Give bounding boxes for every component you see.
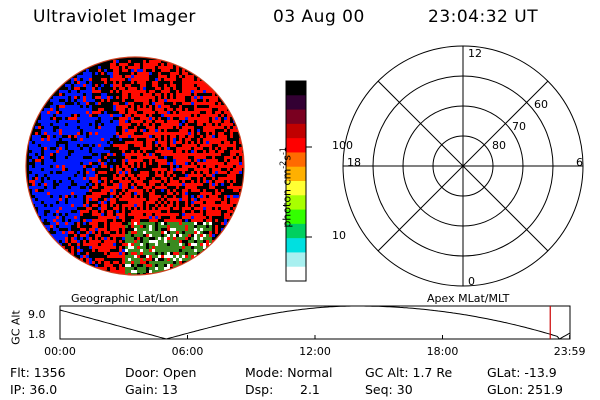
- info-seq: Seq: 30: [365, 382, 413, 397]
- colorbar-tick-10: 10: [332, 229, 346, 242]
- mlt-label-0: 0: [468, 275, 475, 288]
- colorbar-segment: [286, 138, 306, 153]
- colorbar-segment: [286, 81, 306, 96]
- colorbar-segment: [286, 195, 306, 211]
- colorbar-segment: [286, 109, 306, 125]
- lat-label-70: 70: [512, 120, 526, 133]
- info-gain: Gain: 13: [125, 382, 178, 397]
- colorbar-segment: [286, 266, 306, 282]
- info-dsp-value: 2.1: [300, 382, 320, 397]
- earth-limb: [25, 56, 245, 276]
- orbit-x-tick-label: 12:00: [299, 345, 331, 358]
- instrument-title: Ultraviolet Imager: [33, 7, 196, 27]
- orbit-y-tick-top: 9.0: [28, 308, 46, 321]
- orbit-x-tick-label: 18:00: [426, 345, 459, 358]
- colorbar-segment: [286, 181, 306, 196]
- info-glon: GLon: 251.9: [487, 382, 563, 397]
- lat-label-80: 80: [492, 139, 506, 152]
- orbit-right-label: Apex MLat/MLT: [427, 292, 510, 305]
- orbit-altitude-curve: [59, 305, 571, 340]
- colorbar-segment: [286, 209, 306, 225]
- orbit-plot-frame: [59, 305, 571, 340]
- observation-time: 23:04:32 UT: [428, 7, 539, 27]
- colorbar-segment: [286, 95, 306, 111]
- info-flight: Flt: 1356: [10, 365, 66, 380]
- colorbar-segment: [286, 223, 306, 239]
- colorbar-segment: [286, 152, 306, 168]
- info-door: Door: Open: [125, 365, 197, 380]
- polar-diagonal-2: [377, 80, 549, 252]
- mlt-label-6: 6: [576, 156, 583, 169]
- colorbar-segment: [286, 123, 306, 139]
- colorbar-frame: [285, 80, 307, 282]
- observation-date: 03 Aug 00: [273, 7, 365, 27]
- info-ip: IP: 36.0: [10, 382, 58, 397]
- colorbar-segment: [286, 252, 306, 268]
- colorbar-segment: [286, 166, 306, 182]
- mlt-label-18: 18: [347, 156, 361, 169]
- colorbar-tick-100: 100: [332, 139, 353, 152]
- info-dsp-label: Dsp:: [245, 382, 274, 397]
- info-mode: Mode: Normal: [245, 365, 333, 380]
- info-gc-alt: GC Alt: 1.7 Re: [365, 365, 453, 380]
- orbit-x-tick-label: 23:59: [553, 345, 586, 358]
- orbit-left-label: Geographic Lat/Lon: [71, 292, 179, 305]
- mlt-label-12: 12: [468, 47, 482, 60]
- orbit-y-tick-bottom: 1.8: [28, 328, 46, 341]
- orbit-x-tick-label: 06:00: [171, 345, 204, 358]
- lat-label-60: 60: [534, 98, 548, 111]
- info-glat: GLat: -13.9: [487, 365, 557, 380]
- colorbar-segment: [286, 238, 306, 253]
- orbit-x-tick-label: 00:00: [44, 345, 76, 358]
